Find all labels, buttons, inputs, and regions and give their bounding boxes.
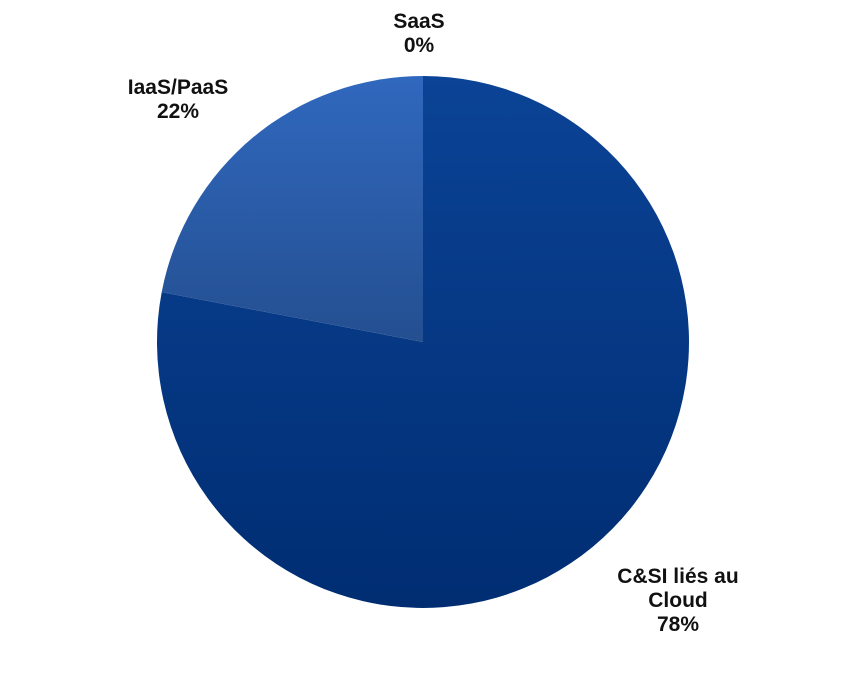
slice-category-label: SaaS	[393, 10, 444, 33]
slice-value-label: 22%	[157, 100, 199, 123]
slice-category-label: C&SI liés au	[617, 565, 738, 588]
slice-label: C&SI liés au Cloud 78%	[617, 565, 738, 636]
pie-slice	[161, 76, 423, 342]
slice-label: IaaS/PaaS 22%	[128, 76, 228, 123]
slice-value-label: 0%	[404, 34, 435, 57]
slices-layer	[156, 76, 689, 608]
pie-slice	[156, 76, 689, 608]
slice-category-label: IaaS/PaaS	[128, 76, 228, 99]
labels-layer: C&SI liés au Cloud 78% IaaS/PaaS 22% SaaS 0%	[128, 10, 739, 636]
slice-label: SaaS 0%	[393, 10, 444, 57]
slice-category-label: Cloud	[648, 589, 707, 612]
slice-value-label: 78%	[657, 613, 699, 636]
